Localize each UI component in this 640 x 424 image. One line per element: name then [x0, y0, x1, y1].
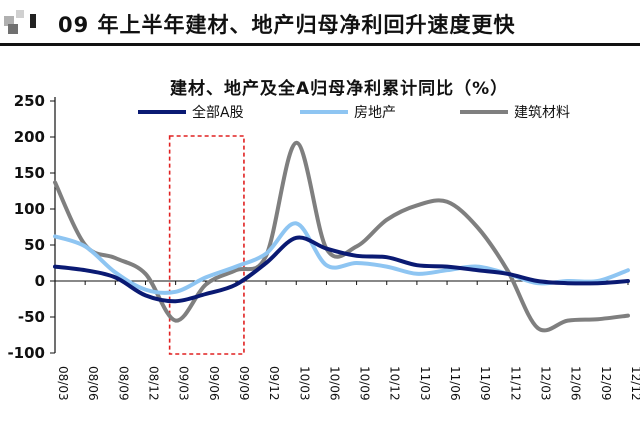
x-tick-label: 09/12	[267, 366, 281, 401]
y-tick-label: 150	[14, 164, 45, 182]
legend-label-all_a: 全部A股	[192, 104, 244, 121]
x-tick-label: 09/06	[207, 366, 221, 401]
x-tick-label: 11/09	[478, 366, 492, 401]
x-tick-label: 09/09	[237, 366, 251, 401]
x-tick-label: 12/03	[539, 366, 553, 401]
y-tick-label: 100	[14, 200, 45, 218]
x-tick-label: 10/03	[297, 366, 311, 401]
x-tick-label: 08/06	[86, 366, 100, 401]
chart-title: 建材、地产及全A归母净利累计同比（%）	[170, 79, 509, 99]
series-line-real_estate	[53, 221, 630, 295]
series-layer	[53, 140, 630, 333]
x-tick-label: 11/06	[448, 366, 462, 401]
header-divider	[0, 43, 640, 46]
x-tick-label: 11/12	[508, 366, 522, 401]
y-tick-label: 0	[35, 272, 45, 290]
x-axis: 08/03 08/06 08/09 08/12 09/03 09/06 09/09 09/12…	[54, 280, 640, 401]
x-tick-label: 10/06	[327, 366, 341, 401]
x-tick-label: 08/03	[56, 366, 70, 401]
x-tick-label: 09/03	[177, 366, 191, 401]
x-tick-label: 08/09	[116, 366, 130, 401]
x-tick-label: 12/06	[569, 366, 583, 401]
series-line-building	[53, 140, 630, 333]
y-tick-label: -50	[18, 308, 45, 326]
series-line-all_a	[53, 235, 630, 304]
logo-icon	[4, 10, 38, 36]
x-tick-label: 12/12	[629, 366, 640, 401]
y-axis: -100 -50 0 50 100 150 200 250	[7, 92, 56, 362]
x-tick-label: 08/12	[146, 366, 160, 401]
legend-label-building: 建筑材料	[514, 105, 570, 121]
highlight-box	[168, 135, 245, 355]
x-tick-label: 10/09	[358, 366, 372, 401]
y-tick-label: 250	[14, 92, 45, 110]
y-tick-label: 200	[14, 128, 45, 146]
y-tick-label: -100	[7, 344, 45, 362]
legend: 全部A股 房地产 建筑材料	[138, 104, 570, 121]
page-title: 09 年上半年建材、地产归母净利回升速度更快	[58, 13, 516, 37]
highlight-rect	[168, 135, 245, 355]
legend-label-real_estate: 房地产	[354, 105, 396, 121]
x-tick-label: 10/12	[388, 366, 402, 401]
x-tick-label: 11/03	[418, 366, 432, 401]
x-tick-label: 12/09	[599, 366, 613, 401]
y-tick-label: 50	[24, 236, 45, 254]
header: 09 年上半年建材、地产归母净利回升速度更快	[0, 0, 640, 46]
